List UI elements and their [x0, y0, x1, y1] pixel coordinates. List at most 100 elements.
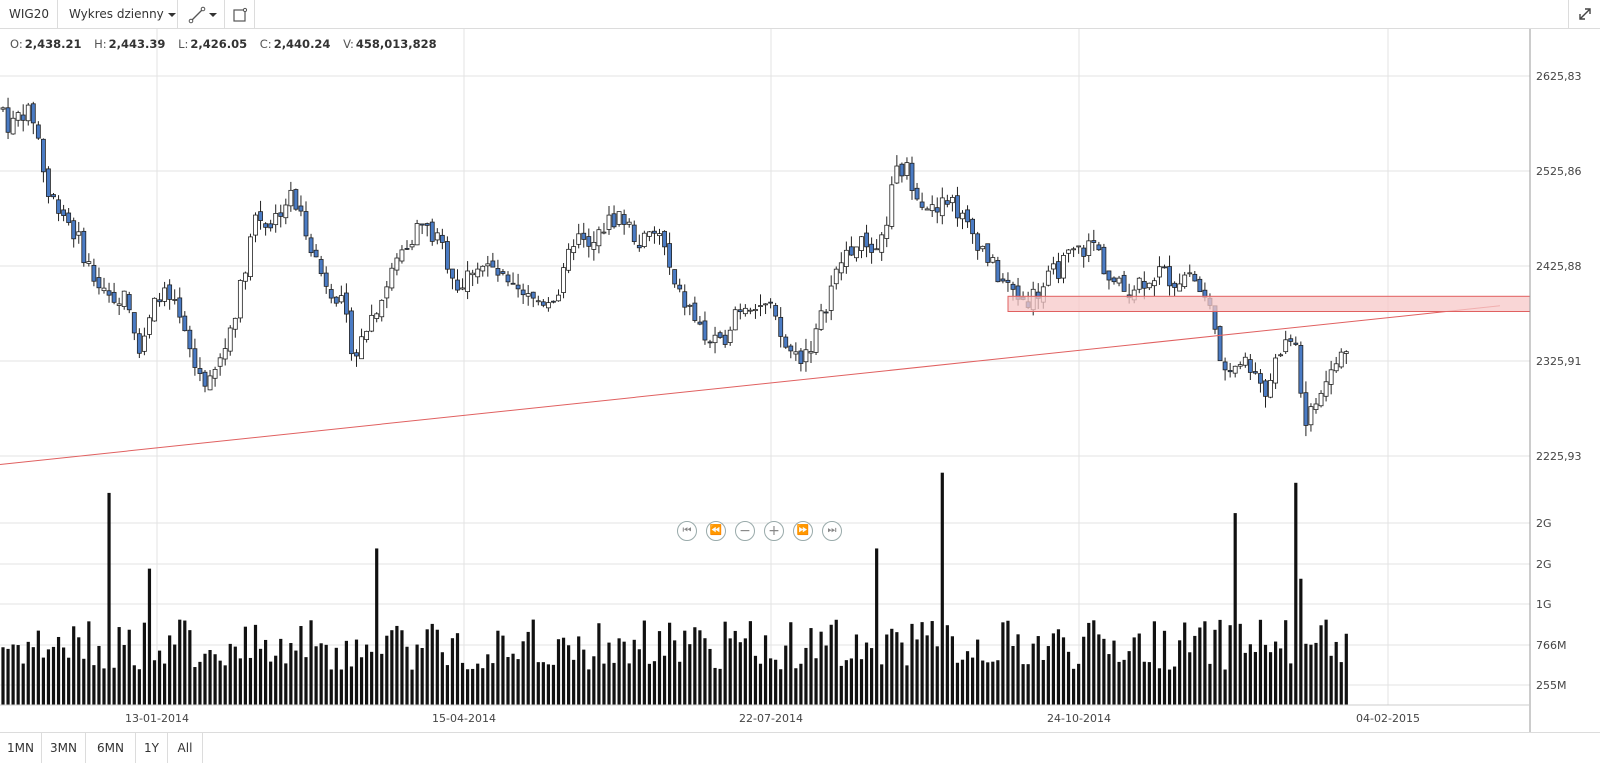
zoom-out-button[interactable]: − [735, 521, 755, 541]
volume-bar [763, 635, 768, 705]
volume-bar [617, 638, 621, 705]
rectangle-tool-icon [233, 7, 248, 22]
drawing-tool-button[interactable] [178, 0, 225, 28]
volume-bar [991, 661, 995, 705]
candle-body [212, 368, 218, 379]
candle-body [1051, 263, 1056, 270]
range-1y-button[interactable]: 1Y [136, 733, 168, 763]
shape-tool-button[interactable] [225, 0, 255, 28]
candle-body [737, 309, 743, 313]
candle-body [1000, 278, 1006, 282]
candle-body [30, 103, 36, 124]
volume-bar [87, 621, 91, 705]
volume-bar [546, 664, 550, 705]
price-volume-chart[interactable]: 2625,83 2525,86 2425,88 2325,91 2225,93 2G 2G 1… [0, 29, 1600, 732]
scroll-forward-button[interactable]: ⏩ [793, 521, 813, 541]
volume-bar [279, 638, 283, 705]
volume-bar [178, 619, 182, 705]
fullscreen-toggle-button[interactable] [1568, 0, 1600, 28]
candle-body [833, 268, 839, 285]
candle-body [414, 223, 420, 246]
volume-bar [647, 663, 651, 705]
candle-body [333, 296, 339, 304]
range-6mn-button[interactable]: 6MN [86, 733, 136, 763]
volume-bar [1001, 622, 1005, 705]
candle-body [121, 290, 127, 307]
candle-body [965, 209, 970, 223]
volume-tick-label: 1G [1536, 598, 1552, 611]
candle-body [955, 195, 960, 219]
chart-toolbar: WIG20 Wykres dzienny [0, 0, 1600, 29]
candle-body [525, 293, 531, 297]
volume-bar [1289, 663, 1293, 705]
candle-body [1273, 357, 1278, 384]
candle-body [313, 249, 319, 258]
volume-bar [587, 669, 591, 705]
volume-bar [733, 630, 737, 705]
volume-tick-label: 2G [1536, 517, 1552, 530]
volume-bar [274, 655, 278, 705]
volume-bar [1299, 578, 1303, 705]
scroll-back-button[interactable]: ⏪ [706, 521, 726, 541]
volume-bar [375, 548, 379, 705]
volume-bar [6, 648, 10, 705]
candle-body [1182, 274, 1188, 288]
range-3mn-button[interactable]: 3MN [42, 733, 86, 763]
volume-bar [299, 626, 303, 705]
volume-bar [304, 657, 308, 705]
volume-bar [385, 635, 389, 705]
volume-bar [248, 657, 253, 705]
candle-body [394, 257, 400, 271]
zoom-in-button[interactable]: + [764, 521, 784, 541]
candle-body [808, 351, 814, 354]
volume-bar [238, 658, 242, 705]
volume-bar [1132, 637, 1136, 705]
candle-body [409, 244, 415, 248]
candle-body [1328, 369, 1334, 385]
volume-bar [309, 620, 313, 705]
candle-body [86, 261, 92, 264]
volume-bar [445, 665, 449, 705]
symbol-selector[interactable]: WIG20 [0, 0, 58, 28]
candle-body [1066, 249, 1071, 254]
go-to-start-button[interactable]: ⏮ [677, 521, 697, 541]
volume-bar [1309, 644, 1313, 705]
volume-bar [1258, 619, 1263, 705]
candle-body [798, 350, 804, 364]
candle-body [20, 114, 26, 121]
candle-body [1076, 245, 1082, 248]
candle-body [778, 316, 784, 337]
volume-bar [112, 667, 116, 705]
volume-bar [400, 630, 404, 705]
candle-body [662, 230, 667, 248]
volume-bar [455, 633, 460, 705]
candle-body [914, 187, 920, 200]
candle-body [960, 212, 965, 220]
volume-bar [506, 657, 510, 705]
candle-body [374, 313, 380, 319]
volume-bar [567, 645, 571, 705]
chart-type-dropdown[interactable]: Wykres dzienny [58, 0, 178, 28]
volume-bar [597, 623, 601, 705]
range-all-button[interactable]: All [168, 733, 203, 763]
candle-body [727, 329, 733, 343]
candle-body [566, 248, 571, 271]
go-to-end-button[interactable]: ⏭ [822, 521, 842, 541]
volume-bar [41, 657, 45, 705]
candle-body [263, 223, 269, 228]
candle-body [1323, 381, 1329, 397]
volume-bar [541, 662, 545, 705]
volume-bar [122, 644, 126, 705]
volume-bar [1142, 661, 1146, 705]
volume-bar [1279, 648, 1283, 705]
candle-body [1141, 280, 1147, 289]
volume-bar [269, 661, 273, 705]
range-1mn-button[interactable]: 1MN [0, 733, 42, 763]
volume-bar [152, 660, 157, 705]
candle-body [1146, 282, 1152, 289]
volume-bar [668, 622, 672, 705]
candle-body [641, 232, 647, 247]
candle-body [702, 320, 708, 341]
candle-body [157, 299, 162, 303]
volume-bar [864, 642, 869, 705]
